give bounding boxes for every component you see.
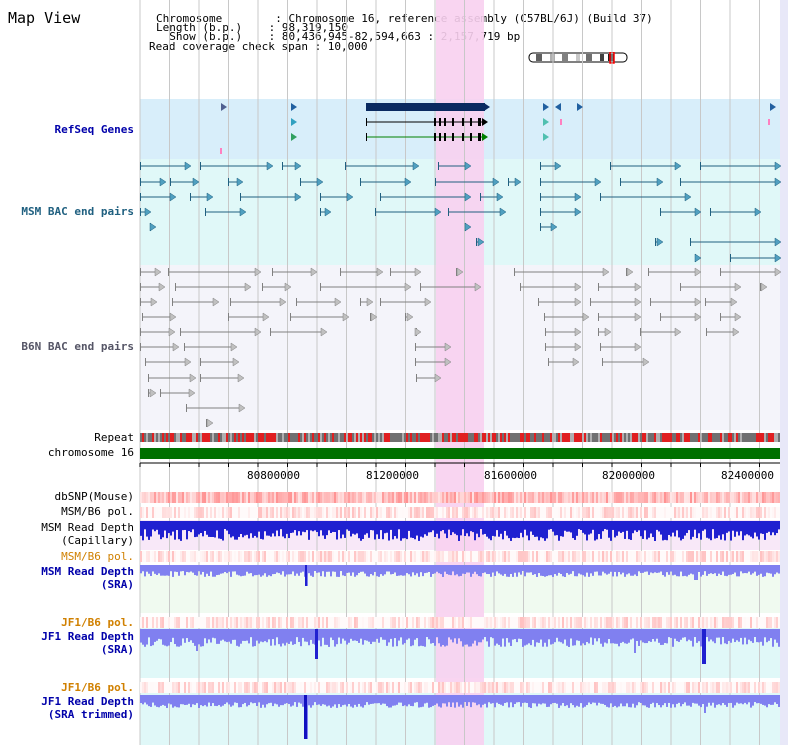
axis-tick-label: 81600000: [484, 469, 537, 482]
dbsnp-heat-track: [140, 492, 780, 503]
msm-b6-pol-heat-track-1: [140, 507, 780, 518]
axis-tick-label: 81200000: [366, 469, 419, 482]
track-label-msm-depth-cap-line1[interactable]: MSM Read Depth: [41, 521, 134, 534]
track-label-jf1-depth-trim-line1[interactable]: JF1 Read Depth: [41, 695, 134, 708]
jf1-b6-pol-heat-track-1: [140, 617, 780, 628]
jf1-b6-pol-heat-track-2: [140, 682, 780, 693]
axis-tick-label: 82400000: [721, 469, 774, 482]
track-label-jf1-depth-sra-line1[interactable]: JF1 Read Depth: [41, 630, 134, 643]
track-label-msm-depth-sra-line2: (SRA): [100, 578, 134, 591]
jf1-read-depth-sra-bars: [140, 629, 780, 664]
length-info: Length (b.p.) : 98,319,150: [156, 21, 349, 34]
track-label-jf1-depth-sra-line2: (SRA): [100, 643, 134, 656]
msm-read-depth-capillary-bars: [140, 521, 780, 541]
refseq-gene-features: [220, 103, 776, 154]
track-label-jf1-depth-trim-line2: (SRA trimmed): [47, 708, 134, 721]
track-label-msm-bac[interactable]: MSM BAC end pairs: [21, 205, 134, 218]
track-label-dbsnp[interactable]: dbSNP(Mouse): [54, 490, 134, 503]
track-label-msm-depth-cap-line2: (Capillary): [61, 534, 134, 547]
chromosome-bar: [140, 448, 780, 459]
track-label-chromosome: chromosome 16: [47, 446, 134, 459]
track-label-jf1-b6-pol-1[interactable]: JF1/B6 pol.: [61, 616, 134, 629]
track-label-jf1-b6-pol-2[interactable]: JF1/B6 pol.: [61, 681, 134, 694]
track-label-msm-b6-pol-1[interactable]: MSM/B6 pol.: [61, 505, 134, 518]
track-label-b6n-bac[interactable]: B6N BAC end pairs: [21, 340, 134, 353]
track-label-msm-depth-sra-line1[interactable]: MSM Read Depth: [41, 565, 134, 578]
track-label-repeat[interactable]: Repeat: [94, 431, 134, 444]
page-title: Map View: [8, 9, 81, 27]
track-label-refseq[interactable]: RefSeq Genes: [54, 123, 134, 136]
msm-b6-pol-heat-track-2: [140, 551, 780, 562]
b6n-bac-features: [140, 267, 782, 428]
axis-ticks: [139, 463, 760, 467]
track-label-msm-b6-pol-2[interactable]: MSM/B6 pol.: [61, 550, 134, 563]
msm-read-depth-sra-bars: [140, 565, 780, 586]
repeat-track: [140, 433, 780, 442]
axis-tick-label: 80800000: [247, 469, 300, 482]
axis-tick-label: 82000000: [602, 469, 655, 482]
msm-bac-features: [140, 161, 782, 263]
jf1-read-depth-trimmed-bars: [140, 695, 780, 739]
